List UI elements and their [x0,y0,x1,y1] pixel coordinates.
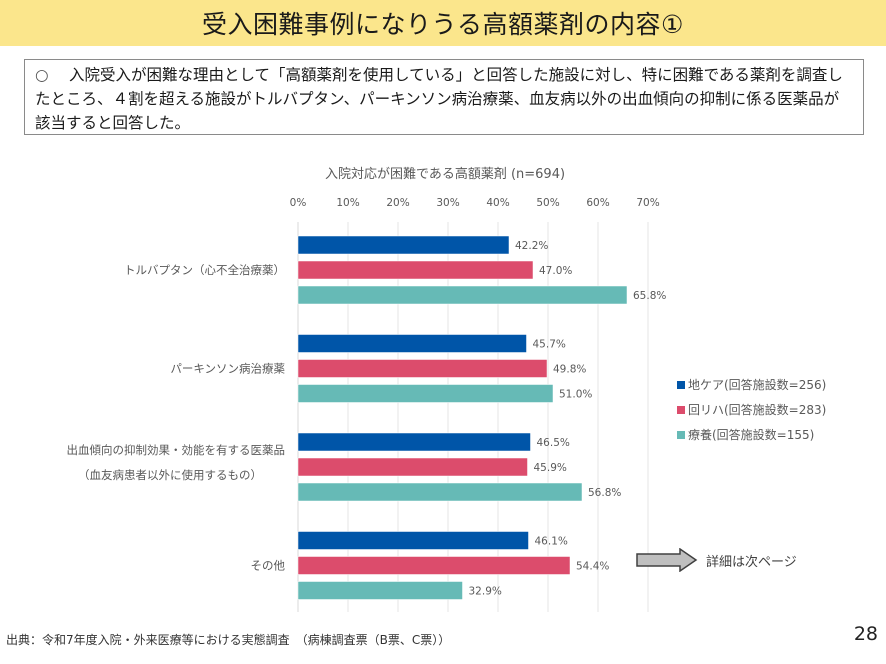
gridlines [297,222,649,612]
bar [297,432,531,452]
slide-title-bar: 受入困難事例になりうる高額薬剤の内容① [0,0,886,46]
next-page-note: 詳細は次ページ [636,548,797,572]
value-labels: 42.2% 47.0% 65.8% 45.7% 49.8% 51.0% 46.5% 45.9%… [469,240,667,598]
category-label: パーキンソン病治療薬 [170,362,285,376]
value-label: 32.9% [469,586,502,598]
bar [297,531,529,550]
bar [297,285,628,305]
bar [297,581,463,600]
x-tick-label: 10% [336,197,359,209]
value-label: 46.5% [537,437,570,449]
page-number: 28 [853,623,878,645]
next-page-label: 詳細は次ページ [706,554,797,570]
source-citation: 出典：令和7年度入院・外来医療等における実態調査 （病棟調査票（B票、C票）） [6,633,451,647]
legend-label: 回リハ(回答施設数=283) [688,403,827,417]
value-label: 54.4% [576,561,609,573]
slide-title: 受入困難事例になりうる高額薬剤の内容① [202,10,684,39]
bars [297,235,628,600]
legend: 地ケア(回答施設数=256) 回リハ(回答施設数=283) 療養(回答施設数=1… [677,372,826,447]
legend-swatch [677,380,685,389]
category-label: 出血傾向の抑制効果・効能を有する医薬品 [67,443,286,457]
legend-item: 回リハ(回答施設数=283) [677,397,826,422]
category-label: その他 [251,559,286,573]
legend-label: 療養(回答施設数=155) [688,428,815,442]
category-labels: トルバプタン（心不全治療薬） パーキンソン病治療薬出血傾向の抑制効果・効能を有する… [67,263,286,573]
x-tick-label: 70% [636,197,659,209]
legend-swatch [677,405,685,414]
legend-item: 療養(回答施設数=155) [677,422,826,447]
value-label: 45.7% [533,339,566,351]
bar [297,457,528,477]
bar [297,235,510,255]
category-label: （血友病患者以外に使用するもの） [78,468,262,482]
x-tick-label: 40% [486,197,509,209]
value-label: 45.9% [534,462,567,474]
legend-item: 地ケア(回答施設数=256) [677,372,826,397]
value-label: 65.8% [633,290,666,302]
bar [297,260,534,280]
legend-swatch [677,430,685,439]
summary-box: ○ 入院受入が困難な理由として「高額薬剤を使用している」と回答した施設に対し、特に… [24,59,864,135]
x-tick-label: 0% [290,197,307,209]
x-tick-label: 30% [436,197,459,209]
x-axis-ticks: 0% 10% 20% 30% 40% 50% 60% 70% [290,197,660,209]
value-label: 47.0% [539,265,572,277]
summary-text: 入院受入が困難な理由として「高額薬剤を使用している」と回答した施設に対し、特に困… [35,66,843,132]
bar [297,482,583,502]
value-label: 49.8% [553,364,586,376]
x-tick-label: 60% [586,197,609,209]
value-label: 42.2% [515,240,548,252]
bar [297,334,527,353]
right-arrow-icon [636,548,698,572]
value-label: 56.8% [588,487,621,499]
bullet-icon: ○ [35,66,49,84]
x-tick-label: 50% [536,197,559,209]
x-tick-label: 20% [386,197,409,209]
value-label: 46.1% [535,536,568,548]
value-label: 51.0% [559,389,592,401]
category-label: トルバプタン（心不全治療薬） [124,263,285,277]
bar [297,556,571,575]
bar [297,359,548,378]
bar [297,384,554,403]
legend-label: 地ケア(回答施設数=256) [688,378,827,392]
chart-title: 入院対応が困難である高額薬剤 (n=694) [324,167,566,182]
